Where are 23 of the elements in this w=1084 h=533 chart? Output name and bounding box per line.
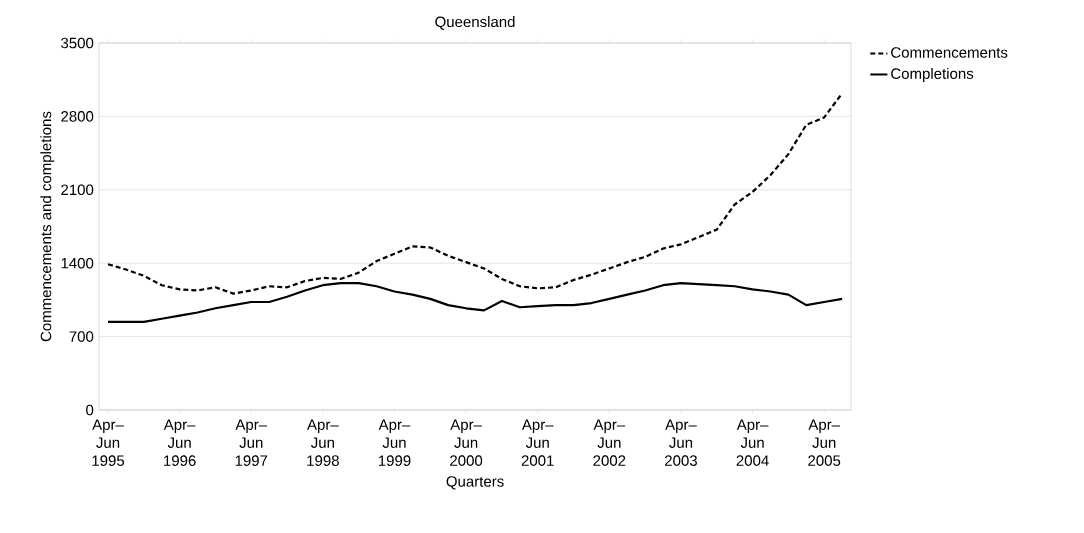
chart-title: Queensland	[435, 16, 515, 30]
x-tick-label: Apr–Jun 1999	[378, 419, 411, 466]
y-tick-label: 3500	[61, 37, 94, 49]
x-tick-label: Apr–Jun 2000	[450, 419, 483, 466]
x-tick-label: Apr–Jun 1995	[92, 419, 125, 466]
y-tick-label: 2800	[61, 111, 94, 122]
x-tick-label: Apr–Jun 1996	[163, 419, 196, 466]
y-axis-title: Commencements and completions	[40, 111, 55, 342]
y-tick-label: 700	[69, 331, 94, 342]
y-tick-label: 0	[86, 404, 94, 416]
x-tick-label: Apr–Jun 2002	[593, 419, 626, 466]
y-tick-label: 1400	[61, 257, 94, 269]
x-tick-label: Apr–Jun 1997	[235, 419, 268, 466]
x-tick-label: Apr–Jun 2003	[665, 419, 697, 466]
legend-label: Commencements	[891, 47, 1008, 58]
x-tick-label: Apr–Jun 2004	[736, 419, 769, 466]
line-series	[106, 92, 844, 295]
x-tick-label: Apr–Jun 1998	[307, 419, 339, 466]
x-tick-label: Apr–Jun 2001	[521, 419, 554, 466]
x-axis-title: Quarters	[446, 476, 504, 490]
x-tick-label: Apr–Jun 2005	[808, 419, 841, 466]
legend-label: Completions	[891, 67, 974, 82]
y-tick-label: 2100	[61, 184, 94, 196]
